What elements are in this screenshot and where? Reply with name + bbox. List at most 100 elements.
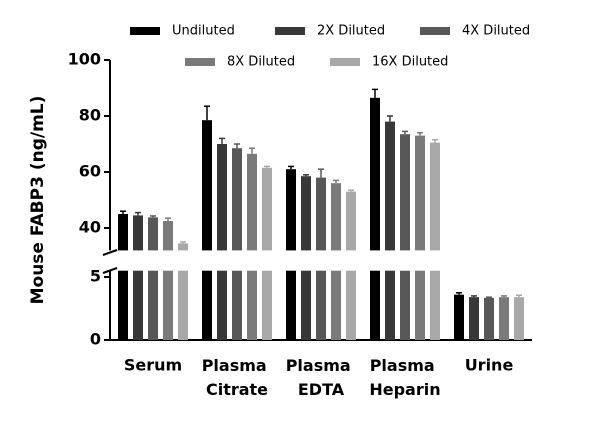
error-bar (249, 147, 255, 154)
error-bar (402, 130, 408, 135)
error-bar (348, 189, 354, 192)
error-bar (135, 211, 141, 216)
bar (148, 270, 158, 340)
bar (469, 297, 479, 340)
bar (286, 169, 296, 251)
bar (148, 217, 158, 251)
axis-break (102, 249, 118, 274)
bar (499, 297, 509, 340)
bar (430, 270, 440, 340)
error-bar (303, 174, 309, 177)
error-bar (120, 210, 126, 214)
bar (133, 215, 143, 251)
bar (118, 214, 128, 251)
bar (118, 270, 128, 340)
y-tick-label: 0 (90, 330, 101, 349)
bar (430, 142, 440, 251)
legend-label: Undiluted (172, 24, 235, 39)
break-mark (102, 267, 118, 274)
bar (385, 270, 395, 340)
legend-swatch (275, 27, 305, 35)
bar (370, 270, 380, 340)
error-bar (501, 295, 507, 298)
error-bar (219, 137, 225, 144)
bar (178, 270, 188, 340)
legend-swatch (330, 58, 360, 66)
bar (415, 270, 425, 340)
legend-label: 8X Diluted (227, 55, 295, 70)
error-bar (333, 179, 339, 184)
x-tick-label: Plasma Heparin (369, 356, 440, 399)
bar (316, 270, 326, 340)
bar (385, 121, 395, 251)
error-bar (387, 115, 393, 122)
bar (301, 176, 311, 251)
bar (163, 270, 173, 340)
error-bar (165, 217, 171, 221)
error-bar (318, 168, 324, 178)
error-bar (456, 292, 462, 295)
x-tick-label-line: Heparin (369, 380, 440, 399)
bar (262, 270, 272, 340)
y-tick-label: 60 (79, 162, 101, 181)
y-tick-label: 80 (79, 106, 101, 125)
error-bar (234, 143, 240, 149)
bar (202, 120, 212, 251)
error-bar (204, 105, 210, 121)
bar (262, 167, 272, 251)
error-bar (288, 165, 294, 170)
x-tick-label-line: Plasma (202, 356, 273, 375)
bar (514, 297, 524, 340)
bar (163, 221, 173, 251)
x-tick-label-line: Plasma (370, 356, 441, 375)
bar (202, 270, 212, 340)
bar (217, 144, 227, 251)
bar (232, 148, 242, 251)
y-axis-label: Mouse FABP3 (ng/mL) (28, 96, 48, 305)
bar (133, 270, 143, 340)
x-tick-label: Serum (124, 356, 182, 375)
bar (346, 270, 356, 340)
bar (247, 153, 257, 251)
legend-label: 16X Diluted (372, 55, 448, 70)
legend-label: 2X Diluted (317, 24, 385, 39)
bar (301, 270, 311, 340)
x-tick-label: Urine (465, 356, 514, 375)
legend-swatch (130, 27, 160, 35)
bar (331, 270, 341, 340)
error-bar (486, 296, 492, 298)
error-bar (264, 165, 270, 168)
bar (400, 134, 410, 251)
legend-label: 4X Diluted (462, 24, 530, 39)
error-bar (372, 88, 378, 98)
bar (454, 294, 464, 340)
x-tick-label: Plasma EDTA (286, 356, 357, 399)
bar (232, 270, 242, 340)
x-tick-label-line: Citrate (206, 380, 268, 399)
x-tick-label: Plasma Citrate (202, 356, 273, 399)
break-mark (102, 249, 118, 256)
y-tick-label: 40 (79, 218, 101, 237)
error-bar (432, 139, 438, 143)
error-bar (180, 241, 186, 244)
legend-swatch (185, 58, 215, 66)
bar (370, 97, 380, 251)
error-bar (417, 132, 423, 136)
bar (331, 183, 341, 251)
bar (217, 270, 227, 340)
bar (316, 177, 326, 251)
bar (247, 270, 257, 340)
y-tick-label: 5 (90, 267, 101, 286)
x-tick-label-line: Plasma (286, 356, 357, 375)
error-bar (471, 295, 477, 298)
bar (400, 270, 410, 340)
y-tick-label: 100 (68, 50, 101, 69)
bar (415, 135, 425, 251)
error-bar (150, 215, 156, 218)
bar (178, 243, 188, 251)
error-bar (516, 294, 522, 298)
x-tick-label-line: EDTA (298, 380, 345, 399)
bar (484, 297, 494, 340)
legend-swatch (420, 27, 450, 35)
